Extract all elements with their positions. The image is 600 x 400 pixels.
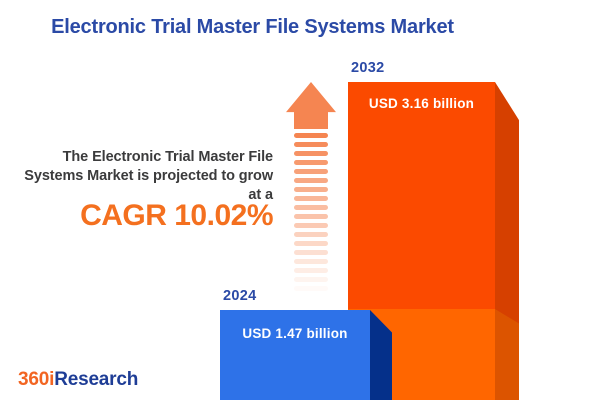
brand-logo-360i: 360i: [18, 369, 55, 390]
growth-arrow-icon: [286, 82, 336, 129]
description-line-3: at a: [248, 187, 273, 203]
bar-2032-base-side-face: [495, 309, 519, 400]
bar-2024-side-face: [370, 310, 392, 400]
brand-logo-research: Research: [54, 369, 139, 390]
bar-2024: [220, 310, 370, 400]
description-line-2: Systems Market is projected to grow: [24, 168, 273, 184]
year-label-2024: 2024: [223, 288, 257, 304]
growth-arrow-stripes: [294, 133, 328, 299]
chart-title: Electronic Trial Master File Systems Mar…: [51, 16, 454, 38]
value-label-2024: USD 1.47 billion: [242, 326, 348, 341]
year-label-2032: 2032: [351, 60, 385, 76]
brand-logo: 360iResearch: [18, 369, 138, 391]
description-text: The Electronic Trial Master File Systems…: [0, 148, 273, 205]
description-line-1: The Electronic Trial Master File: [62, 149, 273, 165]
value-label-2032: USD 3.16 billion: [368, 96, 475, 111]
cagr-value: CAGR 10.02%: [80, 199, 273, 232]
